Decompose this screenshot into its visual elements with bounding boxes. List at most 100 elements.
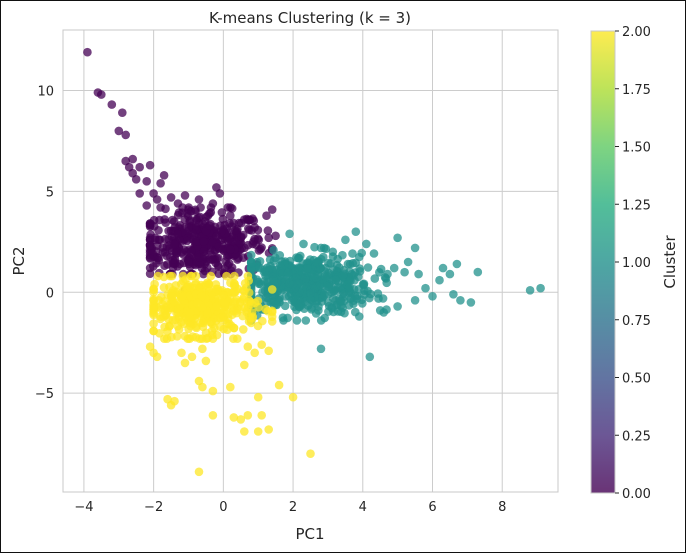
data-point <box>145 269 155 279</box>
data-point <box>285 229 294 239</box>
colorbar-tick-labels: 0.00 0.25 0.50 0.75 1.00 1.25 1.50 1.75 2.00 <box>615 25 651 502</box>
data-point <box>168 215 177 225</box>
colorbar-tick-label: 0.25 <box>622 429 651 444</box>
data-point <box>230 288 239 297</box>
plot-border <box>62 29 559 493</box>
data-point <box>360 290 369 299</box>
data-point <box>208 334 218 344</box>
data-point <box>292 316 302 325</box>
data-point <box>253 296 263 306</box>
data-point <box>194 467 204 477</box>
data-point <box>359 280 369 290</box>
data-point <box>215 322 225 332</box>
data-point <box>278 313 288 323</box>
data-point <box>149 304 158 314</box>
data-point <box>152 258 161 268</box>
data-point <box>369 249 379 258</box>
data-point <box>229 279 239 288</box>
data-point <box>121 130 130 140</box>
data-point <box>389 263 399 273</box>
data-point <box>410 243 420 253</box>
data-point <box>338 271 348 280</box>
data-point <box>246 250 256 260</box>
data-point <box>156 179 165 188</box>
data-point <box>336 296 345 306</box>
data-point <box>299 239 308 249</box>
data-point <box>244 288 254 298</box>
data-point <box>301 316 311 325</box>
data-point <box>173 210 183 220</box>
data-point <box>217 208 227 217</box>
data-point <box>347 269 357 279</box>
data-point <box>159 171 169 180</box>
data-point <box>198 318 208 328</box>
data-point <box>306 449 315 459</box>
data-point <box>165 321 174 331</box>
data-point <box>256 244 265 254</box>
data-point <box>168 263 178 273</box>
data-point <box>294 263 303 272</box>
data-point <box>173 229 182 239</box>
data-point <box>253 392 263 402</box>
data-point <box>248 312 258 321</box>
data-point <box>355 264 365 273</box>
cluster-0-points <box>83 47 280 295</box>
data-point <box>240 360 249 370</box>
data-point <box>341 235 350 245</box>
data-point <box>400 267 409 277</box>
data-point <box>197 291 207 301</box>
y-tick-labels: −5 0 5 10 <box>35 85 54 403</box>
data-point <box>316 316 326 325</box>
data-point <box>199 269 208 279</box>
data-point <box>333 254 343 264</box>
data-point <box>257 411 267 420</box>
data-point <box>255 257 265 266</box>
data-point <box>331 275 341 285</box>
data-point <box>536 283 545 293</box>
data-point <box>230 226 240 235</box>
x-tick-label: −2 <box>144 500 163 515</box>
data-point <box>358 299 367 308</box>
data-point <box>344 301 354 310</box>
y-tick-label: 5 <box>46 185 54 200</box>
data-point <box>180 358 190 368</box>
data-point <box>185 308 195 317</box>
data-point <box>285 279 294 288</box>
data-point <box>220 298 230 307</box>
data-point <box>226 211 235 220</box>
data-point <box>229 413 239 422</box>
data-point <box>135 162 144 172</box>
data-point <box>184 223 193 232</box>
data-point <box>246 257 256 267</box>
data-point <box>237 232 246 242</box>
data-point <box>215 313 225 323</box>
data-point <box>274 380 284 390</box>
data-point <box>206 271 216 281</box>
x-tick-label: 4 <box>359 500 367 515</box>
data-point <box>351 227 361 236</box>
data-point <box>240 215 249 224</box>
data-point <box>184 205 193 214</box>
data-point <box>348 249 357 258</box>
data-point <box>205 209 214 218</box>
data-point <box>131 175 141 184</box>
data-point <box>306 288 315 298</box>
data-point <box>135 189 144 198</box>
data-point <box>194 195 204 204</box>
data-point <box>343 259 353 269</box>
data-point <box>149 326 158 336</box>
data-point <box>214 269 224 279</box>
data-point <box>171 315 180 325</box>
data-point <box>449 290 458 299</box>
grid-lines <box>63 30 558 492</box>
data-point <box>192 299 202 308</box>
data-point <box>316 243 326 253</box>
data-point <box>208 199 218 208</box>
data-point <box>230 271 239 281</box>
colorbar-tick-label: 1.75 <box>622 83 651 98</box>
colorbar-tick-label: 1.50 <box>622 141 651 156</box>
colorbar-tick-label: 0.75 <box>622 314 651 329</box>
data-point <box>142 177 151 186</box>
data-point <box>253 225 263 235</box>
data-point <box>243 411 253 420</box>
